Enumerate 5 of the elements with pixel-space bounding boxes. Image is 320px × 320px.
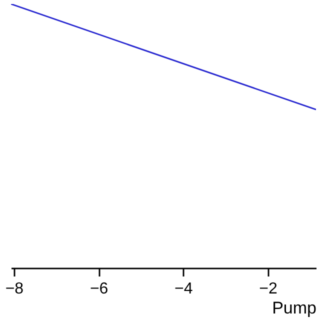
x-tick-label: −6 [90,280,108,298]
x-tick-label: −4 [174,280,193,298]
x-axis-title: Pump [272,298,316,318]
x-tick-label: −2 [259,280,278,298]
x-tick-label: −8 [5,280,24,298]
